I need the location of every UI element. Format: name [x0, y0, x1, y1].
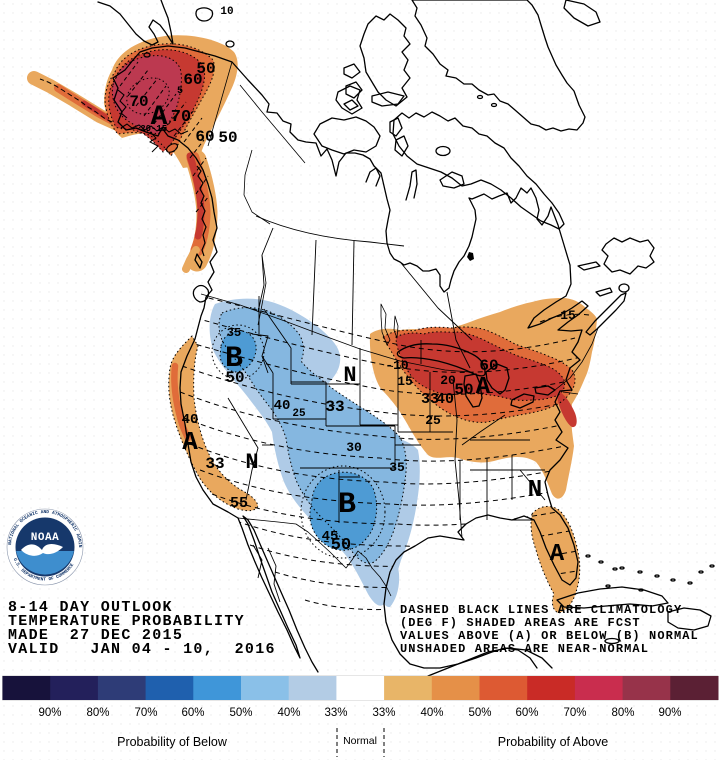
svg-text:33%: 33% [324, 707, 347, 719]
svg-text:50: 50 [454, 381, 473, 399]
svg-text:25: 25 [292, 408, 306, 420]
svg-text:-10: -10 [385, 358, 409, 373]
svg-text:35: 35 [389, 460, 405, 475]
svg-text:A: A [151, 102, 168, 133]
svg-text:5: 5 [177, 86, 183, 97]
svg-text:70%: 70% [563, 707, 586, 719]
svg-text:N: N [343, 363, 356, 388]
svg-text:33: 33 [421, 391, 439, 408]
svg-text:TEMPERATURE PROBABILITY: TEMPERATURE PROBABILITY [8, 613, 245, 630]
svg-text:VALID JAN 04 - 10, 2016: VALID JAN 04 - 10, 2016 [8, 641, 276, 658]
svg-text:40%: 40% [420, 707, 443, 719]
svg-text:33%: 33% [372, 707, 395, 719]
svg-text:A: A [182, 427, 198, 457]
svg-text:70%: 70% [134, 707, 157, 719]
svg-text:80%: 80% [611, 707, 634, 719]
svg-text:A: A [476, 374, 491, 401]
svg-text:10: 10 [220, 6, 233, 18]
svg-text:50: 50 [218, 129, 237, 147]
svg-text:15: 15 [397, 374, 413, 389]
svg-text:50%: 50% [468, 707, 491, 719]
svg-text:33: 33 [205, 455, 224, 473]
svg-text:Probability of Above: Probability of Above [498, 735, 609, 749]
svg-text:50: 50 [331, 536, 351, 555]
svg-text:40%: 40% [277, 707, 300, 719]
svg-text:60: 60 [479, 357, 498, 375]
svg-text:B: B [225, 342, 243, 376]
svg-text:40: 40 [182, 412, 199, 428]
svg-text:MADE 27 DEC 2015: MADE 27 DEC 2015 [8, 627, 183, 644]
svg-text:15: 15 [560, 308, 576, 323]
svg-text:N: N [245, 450, 258, 475]
svg-text:40: 40 [436, 391, 454, 408]
svg-text:55: 55 [230, 495, 248, 512]
svg-text:30: 30 [346, 440, 362, 455]
svg-text:50: 50 [225, 369, 244, 387]
svg-text:60: 60 [183, 71, 202, 89]
svg-text:DASHED BLACK LINES ARE CLIMATO: DASHED BLACK LINES ARE CLIMATOLOGY [400, 603, 682, 617]
svg-text:70: 70 [171, 108, 191, 127]
svg-text:80%: 80% [86, 707, 109, 719]
svg-text:Probability of Below: Probability of Below [117, 735, 228, 749]
svg-text:NOAA: NOAA [31, 532, 59, 544]
svg-text:40: 40 [274, 398, 291, 414]
svg-text:60%: 60% [181, 707, 204, 719]
svg-text:50%: 50% [229, 707, 252, 719]
svg-text:Normal: Normal [343, 735, 377, 747]
svg-text:70: 70 [129, 93, 148, 111]
svg-text:35: 35 [227, 326, 241, 340]
svg-text:33: 33 [325, 398, 344, 416]
svg-text:8-14 DAY OUTLOOK: 8-14 DAY OUTLOOK [8, 599, 173, 616]
svg-text:90%: 90% [658, 707, 681, 719]
svg-text:60%: 60% [515, 707, 538, 719]
svg-text:B: B [338, 488, 356, 522]
svg-text:VALUES ABOVE (A) OR BELOW (B): VALUES ABOVE (A) OR BELOW (B) NORMAL [400, 629, 699, 643]
svg-text:UNSHADED AREAS ARE NEAR-NORMAL: UNSHADED AREAS ARE NEAR-NORMAL [400, 642, 649, 656]
svg-text:45: 45 [322, 529, 339, 545]
svg-text:A: A [550, 541, 565, 568]
svg-text:(DEG F) SHADED AREAS ARE FCST: (DEG F) SHADED AREAS ARE FCST [400, 616, 641, 630]
svg-text:90%: 90% [38, 707, 61, 719]
svg-text:N: N [528, 477, 542, 504]
svg-text:25: 25 [425, 413, 441, 428]
svg-text:20: 20 [440, 373, 456, 388]
svg-text:-20-15: -20-15 [135, 124, 167, 134]
svg-text:60: 60 [195, 128, 214, 146]
svg-text:50: 50 [196, 60, 215, 78]
